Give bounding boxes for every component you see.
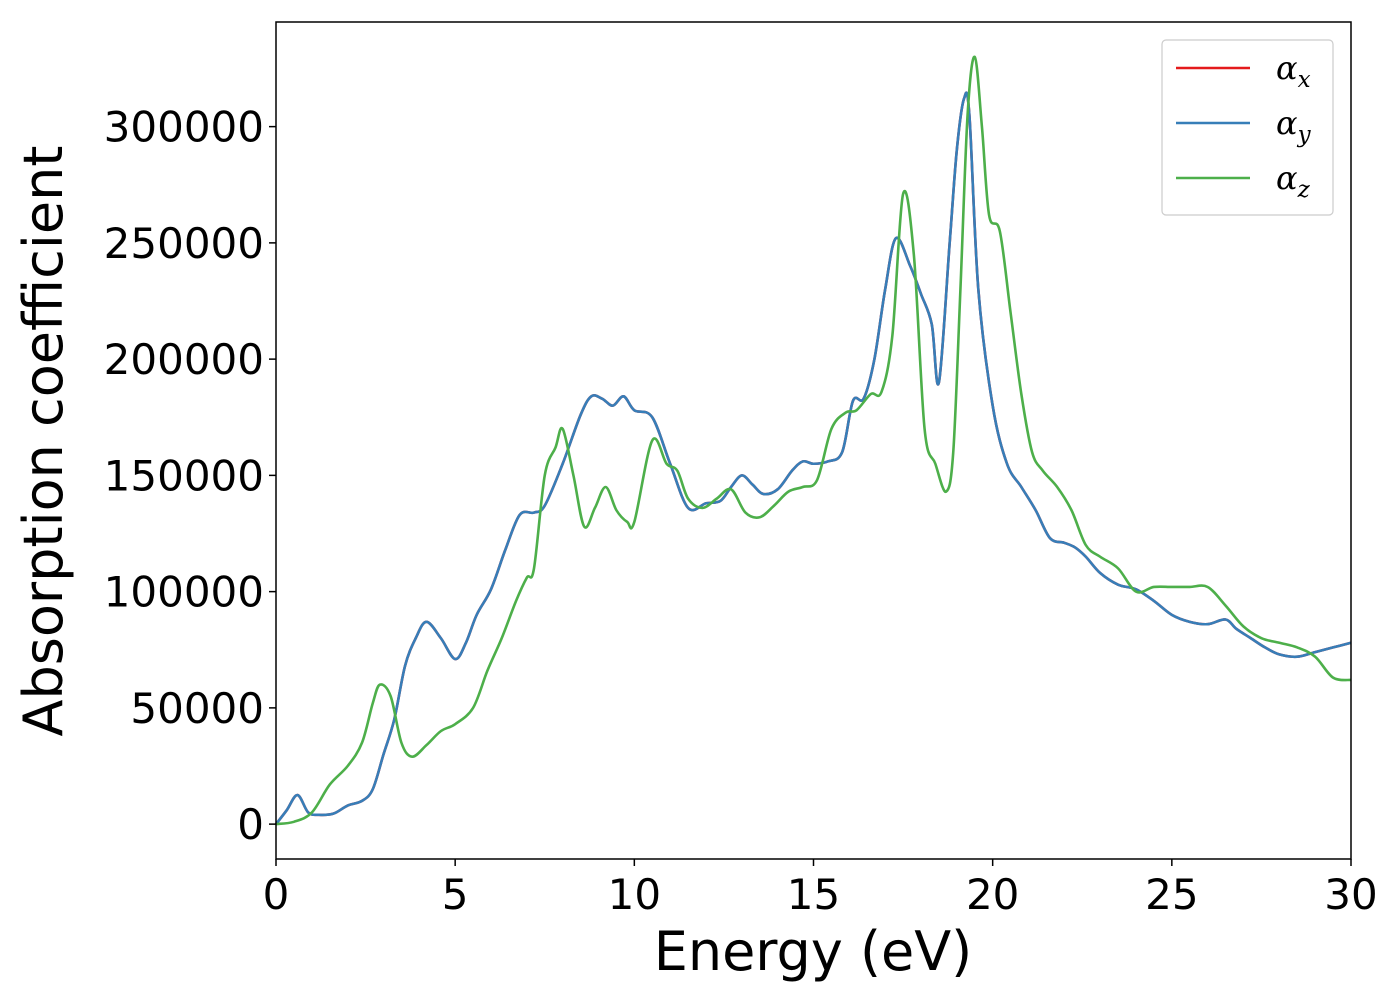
x-tick-label: 25	[1145, 870, 1198, 919]
y-tick-label: 0	[237, 800, 264, 849]
x-axis: 0 5 10 15 20 25 30	[263, 859, 1378, 919]
legend-box	[1161, 39, 1334, 216]
y-tick-label: 150000	[104, 451, 264, 500]
x-tick-label: 0	[263, 870, 290, 919]
x-axis-label: Energy (eV)	[654, 920, 973, 983]
y-axis-label: Absorption coefficient	[12, 146, 75, 737]
y-tick-label: 100000	[104, 568, 264, 617]
y-tick-label: 300000	[104, 103, 264, 152]
y-tick-label: 200000	[104, 335, 264, 384]
x-tick-label: 15	[787, 870, 840, 919]
series-line-alpha-y	[274, 91, 1352, 825]
x-tick-label: 20	[966, 870, 1019, 919]
series-layer	[274, 55, 1352, 826]
x-tick-label: 5	[442, 870, 469, 919]
x-tick-label: 30	[1324, 870, 1377, 919]
y-axis: 0 50000 100000 150000 200000 250000 300000	[104, 103, 276, 849]
y-tick-label: 250000	[104, 219, 264, 268]
x-tick-label: 10	[608, 870, 661, 919]
series-line-alpha-z	[275, 55, 1352, 826]
y-tick-label: 50000	[130, 684, 264, 733]
legend-label: αz	[1276, 159, 1311, 203]
